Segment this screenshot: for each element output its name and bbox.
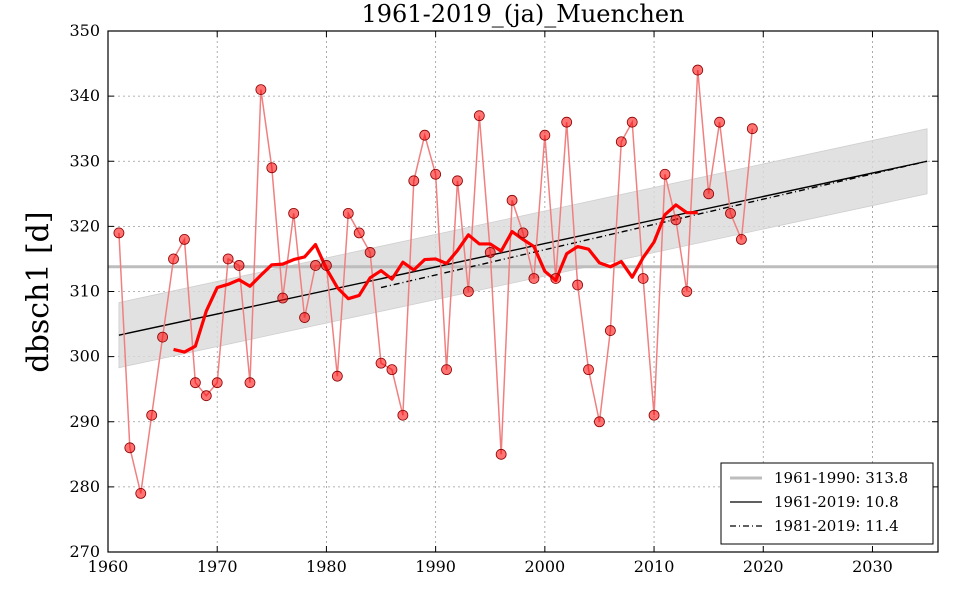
data-point bbox=[211, 377, 223, 389]
data-point bbox=[517, 227, 529, 239]
data-point bbox=[736, 233, 747, 245]
data-point bbox=[200, 390, 212, 402]
chart-title: 1961-2019_(ja)_Muenchen bbox=[362, 0, 685, 28]
data-point bbox=[637, 273, 649, 284]
data-point bbox=[681, 286, 693, 297]
y-tick-label: 340 bbox=[69, 86, 100, 105]
data-points-layer bbox=[113, 64, 758, 499]
x-tick-label: 1960 bbox=[88, 557, 129, 576]
trend-line-layer bbox=[118, 160, 928, 336]
y-axis-label: dbsch1 [d] bbox=[21, 211, 56, 372]
data-point bbox=[583, 364, 594, 376]
data-point bbox=[255, 84, 267, 96]
data-point bbox=[670, 214, 682, 226]
data-point bbox=[364, 247, 376, 258]
x-tick-label: 1990 bbox=[415, 557, 456, 576]
data-point bbox=[528, 273, 540, 284]
data-point bbox=[331, 370, 343, 382]
data-point bbox=[288, 207, 300, 219]
data-point bbox=[419, 129, 431, 141]
data-point bbox=[310, 260, 321, 271]
y-tick-label: 290 bbox=[69, 412, 100, 431]
data-point bbox=[277, 292, 289, 304]
data-point bbox=[299, 312, 310, 323]
data-point bbox=[473, 110, 485, 122]
y-tick-label: 280 bbox=[69, 477, 100, 496]
data-point bbox=[659, 168, 671, 180]
data-point bbox=[266, 162, 278, 174]
y-tick-label: 330 bbox=[69, 151, 100, 170]
x-tick-label: 2010 bbox=[634, 557, 675, 576]
data-point bbox=[113, 227, 125, 239]
data-point bbox=[168, 253, 179, 265]
data-point bbox=[386, 364, 398, 376]
y-tick-label: 310 bbox=[69, 282, 100, 301]
data-point bbox=[408, 175, 420, 187]
data-point bbox=[615, 136, 627, 148]
grid bbox=[108, 31, 938, 552]
data-point bbox=[648, 409, 660, 421]
data-point bbox=[430, 168, 442, 180]
data-point bbox=[550, 273, 562, 284]
data-point bbox=[539, 129, 551, 141]
data-point bbox=[397, 409, 409, 421]
y-tick-label: 300 bbox=[69, 347, 100, 366]
data-point bbox=[626, 116, 638, 128]
x-tick-label: 2000 bbox=[524, 557, 565, 576]
y-tick-label: 320 bbox=[69, 216, 100, 235]
legend-label-trend-1961: 1961-2019: 10.8 bbox=[774, 493, 899, 511]
data-point bbox=[484, 247, 496, 258]
x-tick-label: 2020 bbox=[743, 557, 784, 576]
data-point bbox=[222, 253, 234, 265]
moving-average-layer bbox=[173, 203, 698, 354]
y-tick-label: 270 bbox=[69, 542, 100, 561]
data-point bbox=[146, 409, 158, 421]
y-tick-labels: 270 280 290 300 310 320 330 340 350 bbox=[69, 21, 100, 561]
legend-label-reference: 1961-1990: 313.8 bbox=[774, 469, 908, 487]
data-point bbox=[441, 364, 452, 376]
moving-average-line bbox=[173, 203, 698, 354]
data-point bbox=[495, 448, 507, 460]
data-point bbox=[189, 377, 201, 389]
trend-line-1961-2019 bbox=[118, 160, 928, 336]
data-point bbox=[462, 286, 474, 297]
data-point bbox=[692, 64, 704, 76]
legend-label-trend-1981: 1981-2019: 11.4 bbox=[774, 517, 899, 535]
data-point bbox=[572, 279, 584, 291]
data-point bbox=[375, 357, 387, 369]
data-point bbox=[746, 123, 758, 135]
x-tick-label: 2030 bbox=[852, 557, 893, 576]
data-point bbox=[233, 260, 245, 271]
data-point bbox=[157, 331, 169, 343]
data-point bbox=[135, 487, 147, 499]
data-point bbox=[604, 325, 616, 336]
data-point bbox=[703, 188, 715, 200]
data-point bbox=[594, 416, 605, 428]
x-tick-labels: 1960 1970 1980 1990 2000 2010 2020 2030 bbox=[88, 557, 893, 576]
x-tick-label: 1970 bbox=[197, 557, 238, 576]
data-point bbox=[342, 207, 354, 219]
data-point bbox=[321, 260, 332, 271]
y-tick-label: 350 bbox=[69, 21, 100, 40]
data-point bbox=[244, 377, 256, 389]
data-point bbox=[452, 175, 463, 187]
data-point bbox=[561, 116, 573, 128]
legend: 1961-1990: 313.8 1961-2019: 10.8 1981-20… bbox=[720, 462, 934, 545]
trend-line-1981-2019 bbox=[380, 160, 928, 289]
data-point bbox=[725, 207, 736, 219]
data-point bbox=[179, 233, 190, 245]
x-tick-label: 1980 bbox=[306, 557, 347, 576]
data-point bbox=[124, 442, 136, 454]
data-point bbox=[714, 116, 725, 128]
data-point bbox=[506, 194, 518, 206]
data-point bbox=[353, 227, 365, 239]
